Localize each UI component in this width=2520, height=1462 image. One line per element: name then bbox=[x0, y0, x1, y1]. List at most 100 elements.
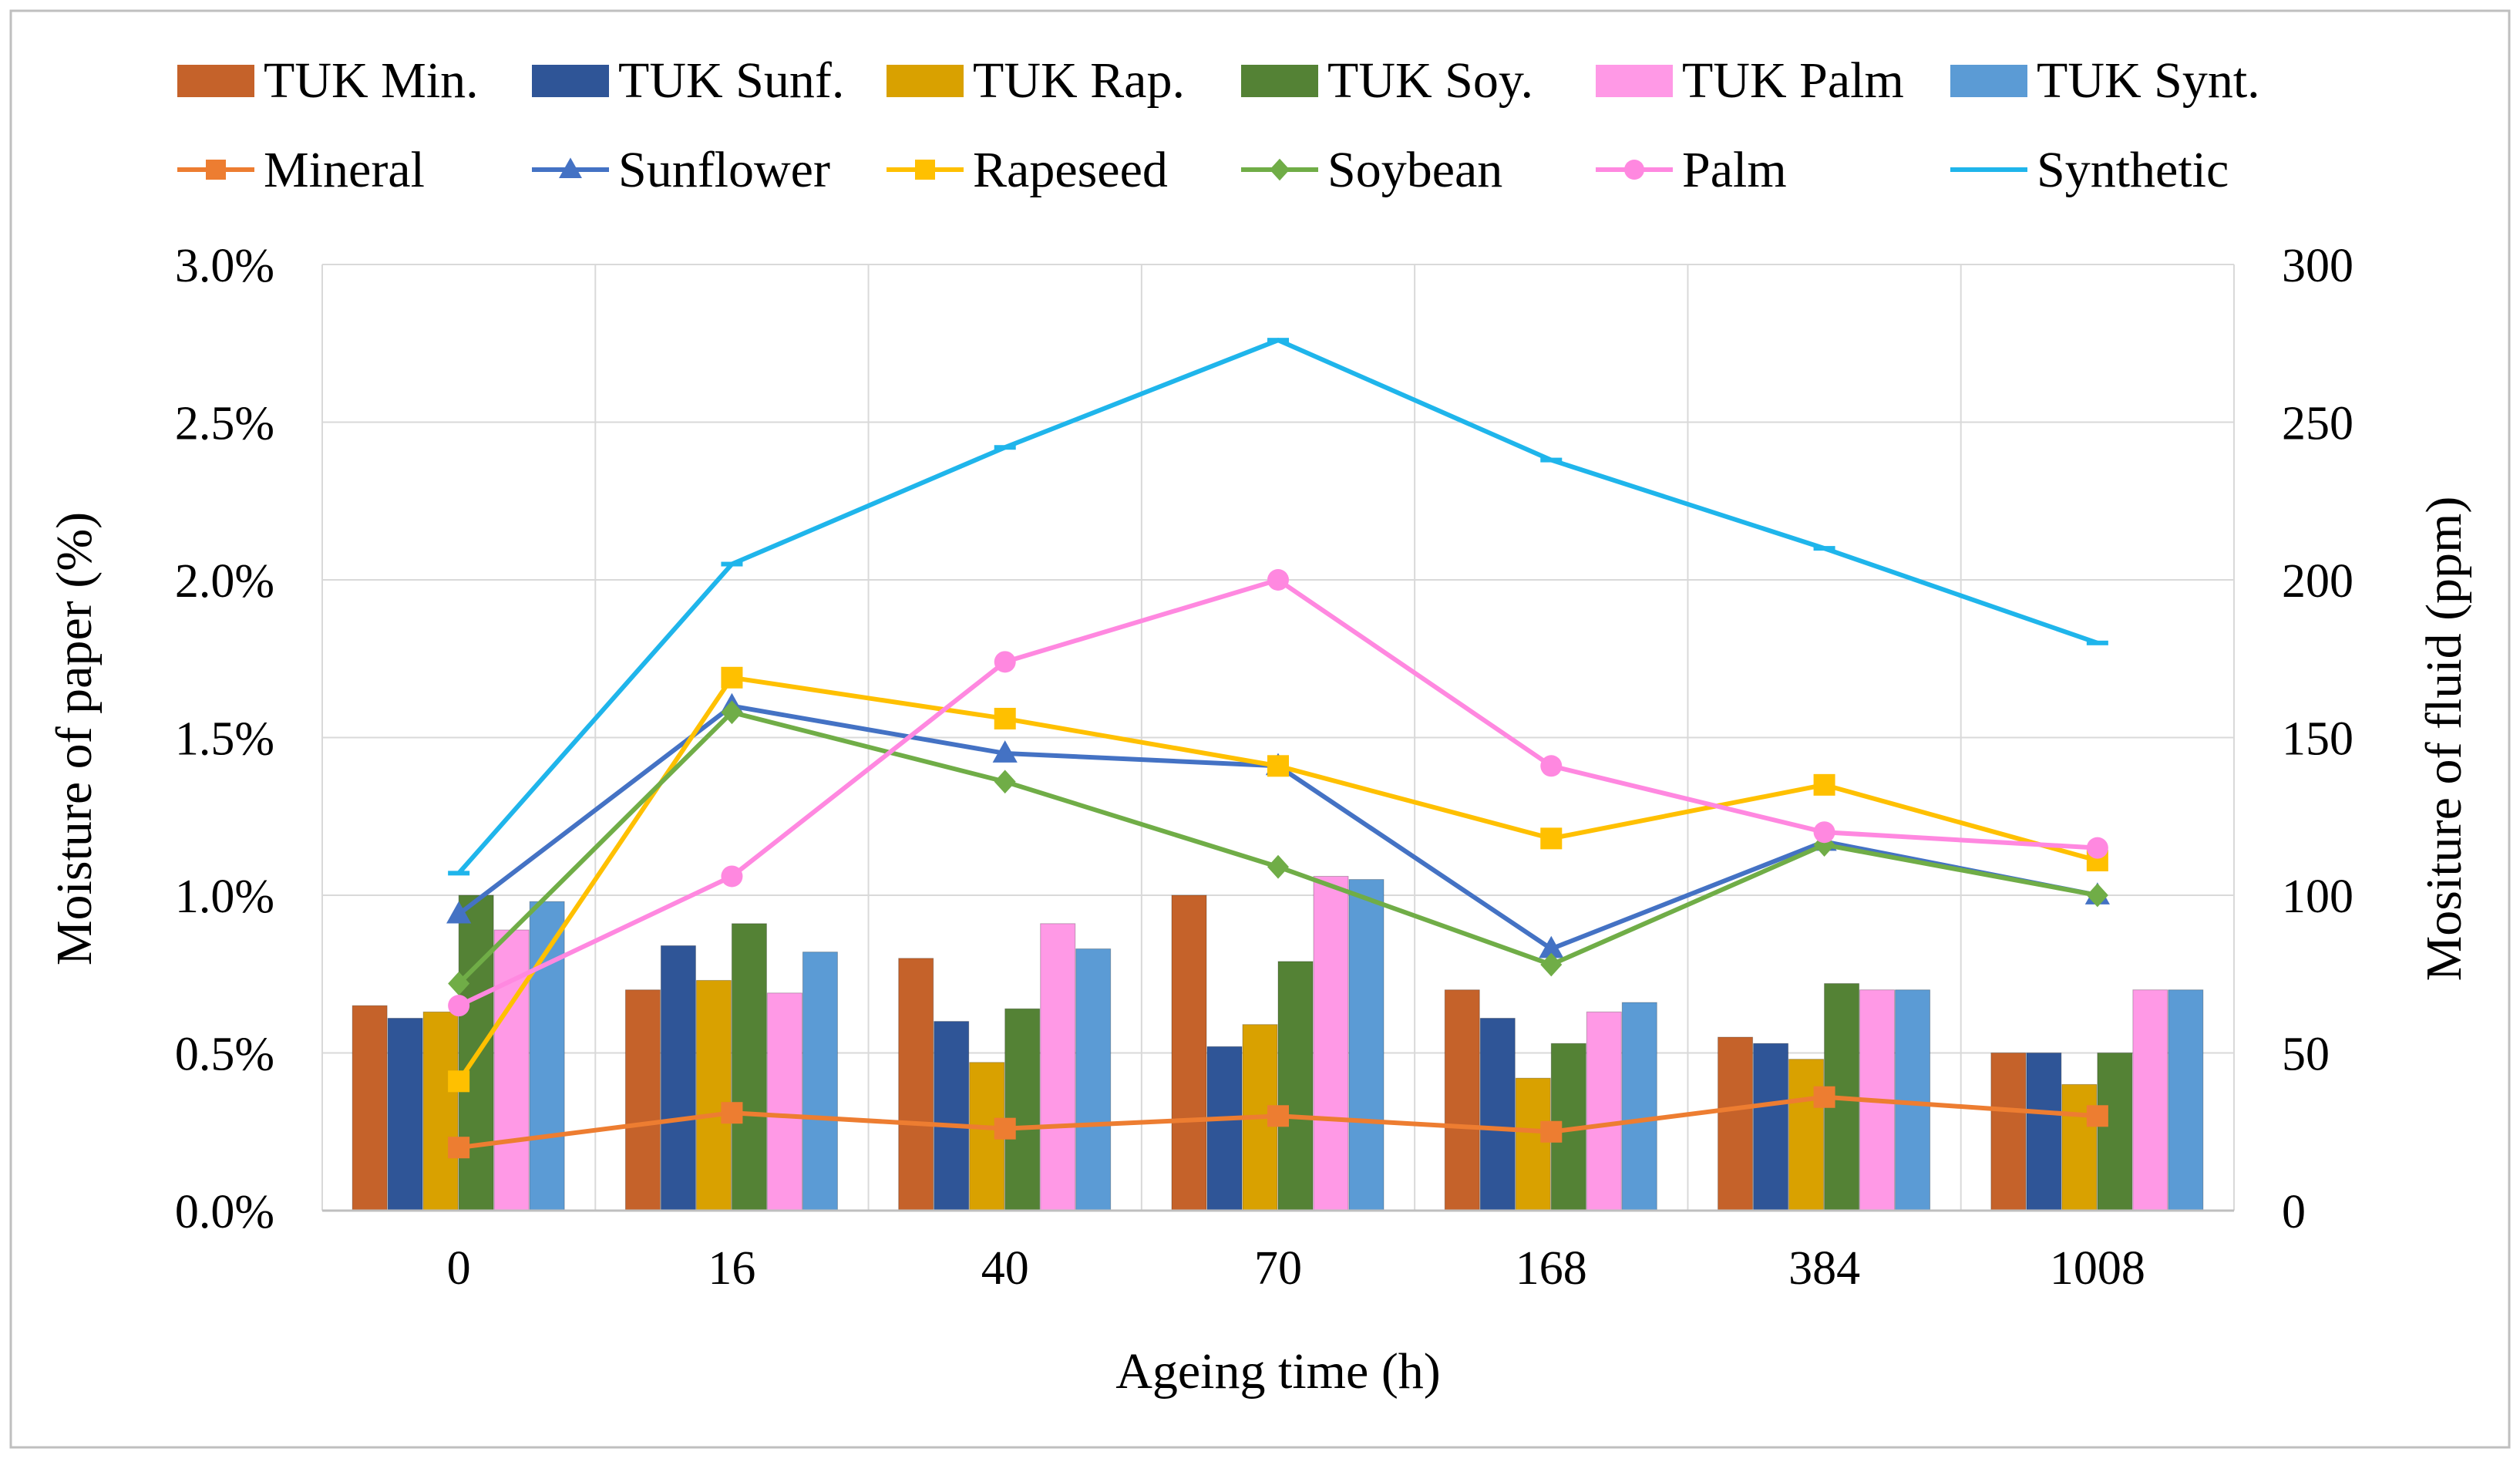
bar bbox=[802, 952, 838, 1211]
y-tick-label-left: 0.0% bbox=[175, 1186, 274, 1238]
line-point-marker bbox=[721, 865, 743, 888]
line-point-marker bbox=[1540, 1120, 1563, 1143]
chart-border bbox=[9, 9, 2511, 1449]
bar bbox=[493, 929, 530, 1211]
legend-layer: TUK Min. TUK Sunf. TUK Rap. TUK Soy. TUK Pal… bbox=[177, 52, 2260, 198]
bar bbox=[1040, 923, 1076, 1211]
x-tick-label: 40 bbox=[981, 1242, 1029, 1295]
bar bbox=[1718, 1036, 1754, 1211]
x-tick-label: 16 bbox=[708, 1242, 755, 1295]
bar bbox=[1313, 875, 1349, 1211]
legend-label: TUK Synt. bbox=[2037, 52, 2260, 109]
line-point-marker bbox=[721, 561, 743, 567]
legend-label: TUK Sunf. bbox=[618, 52, 844, 109]
y-tick-label-right: 250 bbox=[2282, 398, 2353, 450]
legend-label: TUK Palm bbox=[1682, 52, 1904, 109]
y-tick-label-right: 0 bbox=[2282, 1186, 2306, 1238]
bar bbox=[1004, 1008, 1041, 1211]
bar bbox=[422, 1011, 459, 1211]
lines-layer bbox=[446, 338, 2110, 1159]
x-tick-label: 384 bbox=[1788, 1242, 1860, 1295]
line-point-marker bbox=[559, 157, 582, 179]
bar bbox=[1206, 1046, 1243, 1211]
legend-label: Rapeseed bbox=[973, 142, 1168, 198]
line-point-marker bbox=[994, 1117, 1016, 1140]
grid-layer bbox=[321, 264, 2235, 1211]
line-point-marker bbox=[206, 160, 226, 180]
x-axis-title: Ageing time (h) bbox=[1115, 1343, 1441, 1400]
line-point-marker bbox=[1267, 1105, 1289, 1127]
bar bbox=[1990, 1053, 2027, 1211]
x-tick-label: 0 bbox=[447, 1242, 471, 1295]
y-tick-label-left: 2.0% bbox=[175, 555, 274, 608]
line-point-marker bbox=[721, 666, 743, 689]
bar bbox=[1277, 961, 1314, 1211]
legend-label: Synthetic bbox=[2037, 142, 2229, 198]
bar bbox=[1444, 989, 1480, 1211]
y-tick-label-right: 200 bbox=[2282, 555, 2353, 608]
line-point-marker bbox=[2086, 640, 2108, 645]
line-point-marker bbox=[1813, 833, 1835, 857]
line-point-marker bbox=[1540, 827, 1563, 850]
bar bbox=[1515, 1077, 1551, 1211]
y-tick-label-left: 1.0% bbox=[175, 871, 274, 923]
bar bbox=[731, 923, 767, 1211]
line-point-marker bbox=[448, 972, 470, 995]
line-point-marker bbox=[448, 995, 470, 1017]
line-point-marker bbox=[448, 1070, 470, 1093]
line-point-marker bbox=[1813, 773, 1835, 796]
y-tick-label-left: 2.5% bbox=[175, 398, 274, 450]
line-point-marker bbox=[994, 651, 1016, 673]
legend-swatch bbox=[1241, 65, 1318, 97]
bar bbox=[2061, 1083, 2098, 1211]
y-axis-title-right: Mositure of fluid (ppm) bbox=[2416, 497, 2472, 982]
bar bbox=[2026, 1053, 2062, 1211]
legend-swatch bbox=[887, 65, 964, 97]
line-point-marker bbox=[1270, 158, 1290, 181]
line-point-marker bbox=[1267, 569, 1289, 591]
legend-swatch bbox=[532, 65, 609, 97]
bar bbox=[1788, 1059, 1825, 1211]
bar bbox=[1171, 894, 1207, 1211]
legend-label: Sunflower bbox=[618, 142, 830, 198]
bar bbox=[695, 979, 732, 1211]
legend-label: TUK Min. bbox=[264, 52, 479, 109]
line-point-marker bbox=[721, 1102, 743, 1124]
line-point-marker bbox=[994, 707, 1016, 729]
x-tick-label: 1008 bbox=[2050, 1242, 2145, 1295]
y-tick-label-left: 3.0% bbox=[175, 240, 274, 292]
line-point-marker bbox=[992, 740, 1018, 763]
y-axis-title-left: Moisture of paper (%) bbox=[46, 512, 103, 965]
line-point-marker bbox=[1813, 546, 1835, 551]
bar bbox=[2097, 1053, 2133, 1211]
bar bbox=[1753, 1043, 1789, 1211]
bar bbox=[624, 989, 661, 1211]
line-point-marker bbox=[1540, 952, 1563, 977]
line-point-marker bbox=[2086, 1105, 2108, 1127]
bar bbox=[660, 945, 696, 1211]
bar bbox=[2168, 989, 2204, 1211]
line-point-marker bbox=[1267, 755, 1289, 777]
bar bbox=[1479, 1018, 1516, 1211]
bar bbox=[1075, 948, 1112, 1211]
line-point-marker bbox=[2086, 837, 2108, 859]
bar bbox=[898, 958, 934, 1211]
line-point-marker bbox=[915, 160, 935, 180]
line-point-marker bbox=[448, 871, 470, 876]
bar bbox=[934, 1021, 970, 1211]
line-point-marker bbox=[1813, 821, 1835, 844]
bar bbox=[1348, 879, 1384, 1211]
bar bbox=[766, 992, 802, 1211]
y-tick-label-right: 150 bbox=[2282, 713, 2353, 766]
legend-label: TUK Rap. bbox=[973, 52, 1185, 109]
legend-swatch bbox=[1596, 65, 1673, 97]
line-point-marker bbox=[448, 1137, 470, 1159]
line-point-marker bbox=[1540, 755, 1563, 777]
legend-label: TUK Soy. bbox=[1327, 52, 1533, 109]
line-point-marker bbox=[721, 700, 743, 725]
y-tick-label-right: 50 bbox=[2282, 1029, 2330, 1081]
line-point-marker bbox=[1539, 935, 1564, 958]
x-tick-label: 70 bbox=[1254, 1242, 1302, 1295]
